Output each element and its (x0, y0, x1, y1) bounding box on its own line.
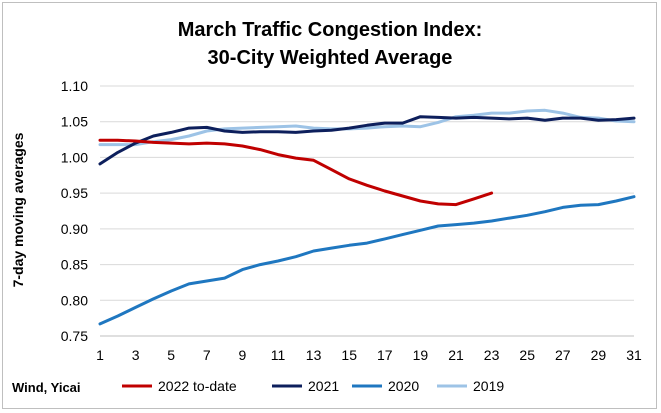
x-tick-label: 5 (167, 347, 175, 363)
x-tick-label: 9 (239, 347, 247, 363)
x-tick-label: 23 (484, 347, 500, 363)
y-tick-label: 0.95 (61, 185, 88, 201)
series-line-2021 (98, 115, 636, 166)
y-tick-label: 0.80 (61, 292, 88, 308)
x-tick-label: 21 (448, 347, 464, 363)
y-tick-label: 0.75 (61, 328, 88, 344)
y-tick-labels: 0.75 0.80 0.85 0.90 0.95 1.00 1.05 1.10 (61, 78, 88, 344)
chart-frame (2, 2, 657, 409)
series-line-2019 (98, 108, 636, 147)
x-tick-label: 13 (306, 347, 322, 363)
x-tick-label: 31 (626, 347, 642, 363)
series-lines (98, 108, 636, 326)
legend-label: 2020 (388, 378, 419, 394)
x-tick-label: 1 (96, 347, 104, 363)
y-tick-label: 1.05 (61, 114, 88, 130)
legend-label: 2022 to-date (158, 378, 237, 394)
y-tick-label: 0.90 (61, 221, 88, 237)
x-tick-label: 19 (413, 347, 429, 363)
chart-title-line-2: 30-City Weighted Average (208, 47, 453, 69)
x-tick-label: 17 (377, 347, 393, 363)
x-tick-label: 3 (132, 347, 140, 363)
y-tick-label: 1.00 (61, 149, 88, 165)
legend: 2022 to-date 2021 2020 2019 (122, 378, 504, 394)
y-tick-label: 0.85 (61, 257, 88, 273)
x-tick-labels: 1 3 5 7 9 11 13 15 17 19 21 23 25 27 29 31 (96, 347, 642, 363)
legend-label: 2021 (308, 378, 339, 394)
x-tick-label: 25 (519, 347, 535, 363)
x-tick-label: 15 (341, 347, 357, 363)
x-tick-label: 27 (555, 347, 571, 363)
x-tick-label: 29 (591, 347, 607, 363)
series-line-2022-to-date (98, 138, 494, 207)
series-line-2020 (98, 195, 636, 326)
x-tick-label: 7 (203, 347, 211, 363)
y-axis-label: 7-day moving averages (10, 132, 26, 287)
chart-title-line-1: March Traffic Congestion Index: (178, 19, 482, 41)
legend-label: 2019 (473, 378, 504, 394)
source-note: Wind, Yicai (12, 380, 81, 395)
y-tick-label: 1.10 (61, 78, 88, 94)
x-tick-label: 11 (271, 347, 286, 363)
